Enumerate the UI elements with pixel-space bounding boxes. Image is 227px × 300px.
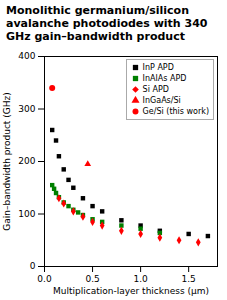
html-text:Si APD: Si APD [142,84,169,94]
html-text:Monolithic germanium/silicon a: Monolithic germanium/silicon avalanche p… [6,4,208,44]
svg-text:200: 200 [18,156,35,166]
svg-text:1.0: 1.0 [133,273,148,283]
svg-text:100: 100 [18,208,35,218]
svg-text:1.5: 1.5 [182,273,196,283]
svg-text:300: 300 [18,103,35,113]
svg-text:0.5: 0.5 [85,273,99,283]
svg-text:Gain–bandwidth product (GHz): Gain–bandwidth product (GHz) [2,92,12,230]
html-text:InP APD: InP APD [142,62,174,72]
svg-text:0.0: 0.0 [37,273,52,283]
svg-text:400: 400 [18,51,35,61]
html-text:Ge/Si (this work): Ge/Si (this work) [142,106,209,116]
svg-text:0: 0 [30,261,36,271]
svg-text:Multiplication-layer thickness: Multiplication-layer thickness (μm) [53,285,209,295]
html-text:InGaAs/Si: InGaAs/Si [142,95,181,105]
html-text:InAlAs APD: InAlAs APD [142,73,187,83]
